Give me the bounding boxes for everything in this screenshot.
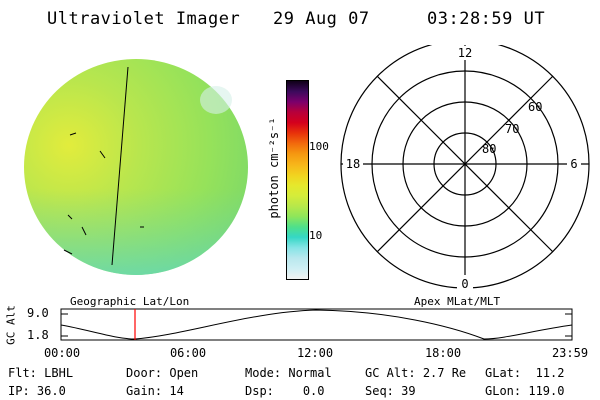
status-door: Door: Open: [126, 366, 199, 380]
colorbar-tick-100: 100: [309, 140, 329, 153]
orbit-xtick-0000: 00:00: [43, 346, 81, 360]
polar-grid: 12 0 18 6 80 70 60: [340, 45, 590, 291]
orbit-xtick-1200: 12:00: [296, 346, 334, 360]
status-gain: Gain: 14: [126, 384, 184, 398]
date-label: 29 Aug 07: [273, 9, 370, 29]
status-ip: IP: 36.0: [8, 384, 66, 398]
colorbar-tick-10: 10: [309, 229, 323, 242]
status-glon: GLon: 119.0: [485, 384, 565, 398]
status-glat: GLat: 11.2: [485, 366, 565, 380]
mlt-label-18: 18: [346, 157, 360, 171]
status-dsp: Dsp: 0.0: [245, 384, 325, 398]
orbit-ylabel: GC Alt: [4, 305, 18, 345]
orbit-ytick-max: 9.0: [27, 306, 49, 320]
instrument-title: Ultraviolet Imager: [47, 9, 241, 29]
mlt-label-0: 0: [461, 277, 468, 291]
lat-label-80: 80: [482, 142, 496, 156]
orbit-xtick-0600: 06:00: [169, 346, 207, 360]
apex-caption: Apex MLat/MLT: [414, 295, 501, 308]
lat-label-70: 70: [505, 122, 519, 136]
mlt-label-12: 12: [458, 46, 472, 60]
lat-label-60: 60: [528, 100, 542, 114]
orbit-ytick-min: 1.8: [27, 328, 49, 342]
orbit-xtick-1800: 18:00: [424, 346, 462, 360]
orbit-altitude-plot: [60, 308, 573, 341]
status-gc-alt: GC Alt: 2.7 Re: [365, 366, 467, 380]
status-filter: Flt: LBHL: [8, 366, 74, 380]
orbit-xtick-2359: 23:59: [551, 346, 589, 360]
time-label: 03:28:59 UT: [427, 9, 546, 29]
colorbar-unit-label: photon cm⁻²s⁻¹: [267, 117, 281, 219]
status-seq: Seq: 39: [365, 384, 416, 398]
uv-earth-image: [24, 59, 248, 275]
colorbar: [286, 80, 309, 280]
status-mode: Mode: Normal: [245, 366, 332, 380]
mlt-label-6: 6: [570, 157, 577, 171]
geographic-caption: Geographic Lat/Lon: [70, 295, 190, 308]
